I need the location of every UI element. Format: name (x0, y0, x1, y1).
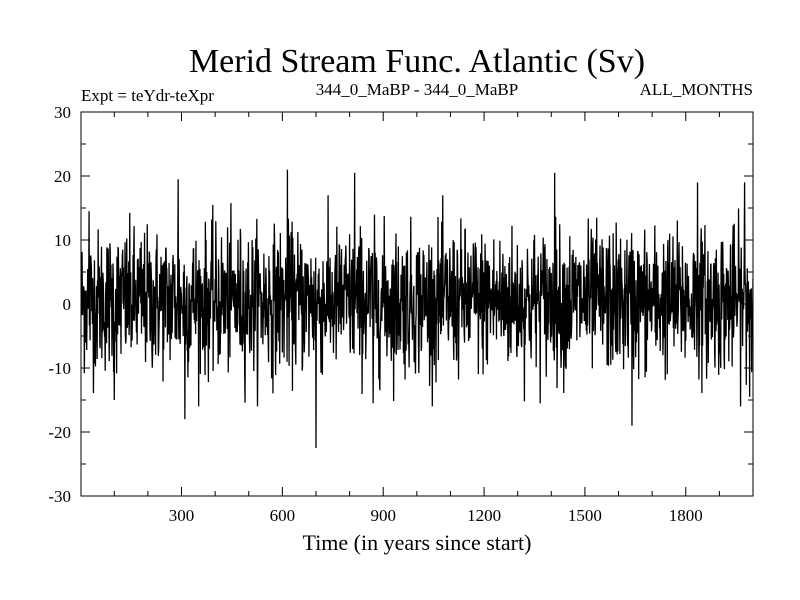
series-line (81, 169, 753, 449)
plot-area (81, 169, 753, 449)
x-tick-label: 1500 (568, 506, 602, 525)
chart-subtitle-right: ALL_MONTHS (640, 80, 753, 99)
x-axis-label: Time (in years since start) (303, 530, 532, 555)
y-tick-label: 10 (54, 231, 71, 250)
x-tick-label: 300 (169, 506, 195, 525)
y-axis: 30 20 10 0 -10 -20 -30 (48, 103, 753, 506)
x-tick-label: 1200 (467, 506, 501, 525)
y-tick-label: 20 (54, 167, 71, 186)
y-tick-label: -20 (48, 423, 71, 442)
x-axis: 300 600 900 1200 1500 1800 (113, 112, 720, 525)
y-tick-label: -30 (48, 487, 71, 506)
y-tick-label: 0 (63, 295, 72, 314)
y-tick-label: 30 (54, 103, 71, 122)
chart-subtitle-left: Expt = teYdr-teXpr (81, 86, 214, 105)
chart-subtitle-center: 344_0_MaBP - 344_0_MaBP (316, 80, 518, 99)
chart-title: Merid Stream Func. Atlantic (Sv) (189, 43, 645, 80)
x-tick-label: 600 (270, 506, 296, 525)
x-tick-label: 1800 (669, 506, 703, 525)
y-tick-label: -10 (48, 359, 71, 378)
x-tick-label: 900 (370, 506, 396, 525)
